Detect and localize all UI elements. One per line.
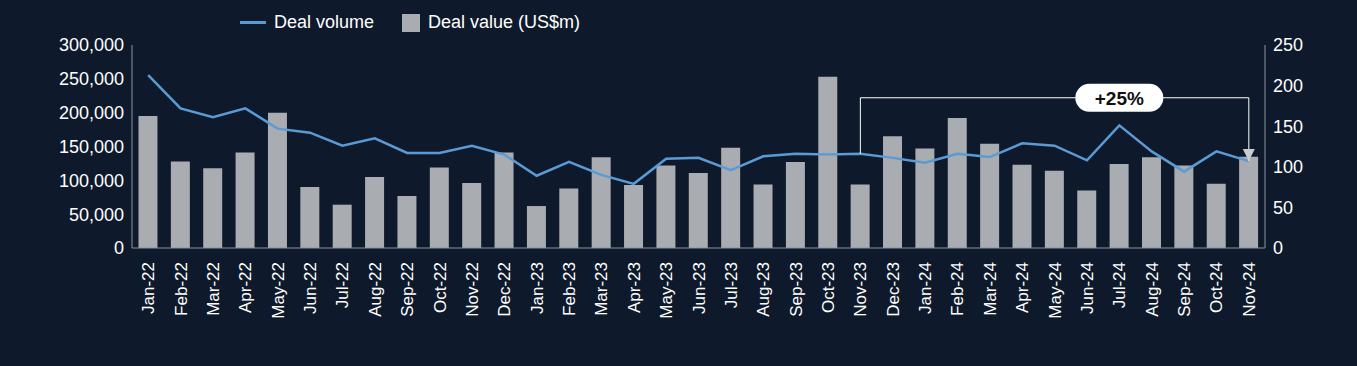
svg-text:250: 250	[1273, 35, 1303, 55]
svg-text:Oct-23: Oct-23	[819, 262, 838, 313]
svg-text:Sep-22: Sep-22	[398, 262, 417, 317]
svg-text:Oct-24: Oct-24	[1207, 262, 1226, 313]
svg-text:Sep-24: Sep-24	[1175, 262, 1194, 317]
svg-text:Apr-22: Apr-22	[236, 262, 255, 313]
svg-text:0: 0	[114, 238, 124, 258]
svg-text:200: 200	[1273, 76, 1303, 96]
svg-text:Aug-23: Aug-23	[754, 262, 773, 317]
svg-text:300,000: 300,000	[59, 35, 124, 55]
svg-text:Jul-23: Jul-23	[722, 262, 741, 308]
svg-text:Dec-22: Dec-22	[495, 262, 514, 317]
svg-text:Nov-24: Nov-24	[1240, 262, 1259, 317]
svg-text:150,000: 150,000	[59, 137, 124, 157]
svg-text:Nov-23: Nov-23	[851, 262, 870, 317]
svg-text:Aug-22: Aug-22	[366, 262, 385, 317]
svg-text:Mar-23: Mar-23	[592, 262, 611, 316]
svg-text:Feb-23: Feb-23	[560, 262, 579, 316]
svg-text:May-22: May-22	[269, 262, 288, 319]
html-text:Deal volume: Deal volume	[274, 12, 374, 32]
svg-text:Mar-24: Mar-24	[981, 262, 1000, 316]
svg-text:Oct-22: Oct-22	[431, 262, 450, 313]
svg-text:200,000: 200,000	[59, 103, 124, 123]
svg-text:250,000: 250,000	[59, 69, 124, 89]
svg-text:Jun-24: Jun-24	[1078, 262, 1097, 314]
svg-text:Jan-23: Jan-23	[528, 262, 547, 314]
svg-text:50,000: 50,000	[69, 205, 124, 225]
svg-text:Jul-24: Jul-24	[1110, 262, 1129, 308]
svg-text:Jun-23: Jun-23	[690, 262, 709, 314]
svg-text:May-23: May-23	[657, 262, 676, 319]
svg-text:0: 0	[1273, 238, 1283, 258]
svg-text:Apr-23: Apr-23	[625, 262, 644, 313]
svg-text:100: 100	[1273, 157, 1303, 177]
svg-text:150: 150	[1273, 117, 1303, 137]
svg-text:Dec-23: Dec-23	[884, 262, 903, 317]
svg-text:Jan-24: Jan-24	[916, 262, 935, 314]
html-text:Deal value (US$m): Deal value (US$m)	[428, 12, 581, 32]
svg-text:Jan-22: Jan-22	[139, 262, 158, 314]
svg-text:May-24: May-24	[1046, 262, 1065, 319]
svg-text:Apr-24: Apr-24	[1013, 262, 1032, 313]
svg-text:Nov-22: Nov-22	[463, 262, 482, 317]
svg-text:Aug-24: Aug-24	[1143, 262, 1162, 317]
svg-text:Feb-22: Feb-22	[172, 262, 191, 316]
svg-text:Sep-23: Sep-23	[787, 262, 806, 317]
svg-text:100,000: 100,000	[59, 171, 124, 191]
svg-text:Feb-24: Feb-24	[948, 262, 967, 316]
svg-text:Jul-22: Jul-22	[333, 262, 352, 308]
svg-text:50: 50	[1273, 198, 1293, 218]
svg-text:+25%: +25%	[1095, 88, 1144, 109]
svg-text:Jun-22: Jun-22	[301, 262, 320, 314]
svg-text:Mar-22: Mar-22	[204, 262, 223, 316]
